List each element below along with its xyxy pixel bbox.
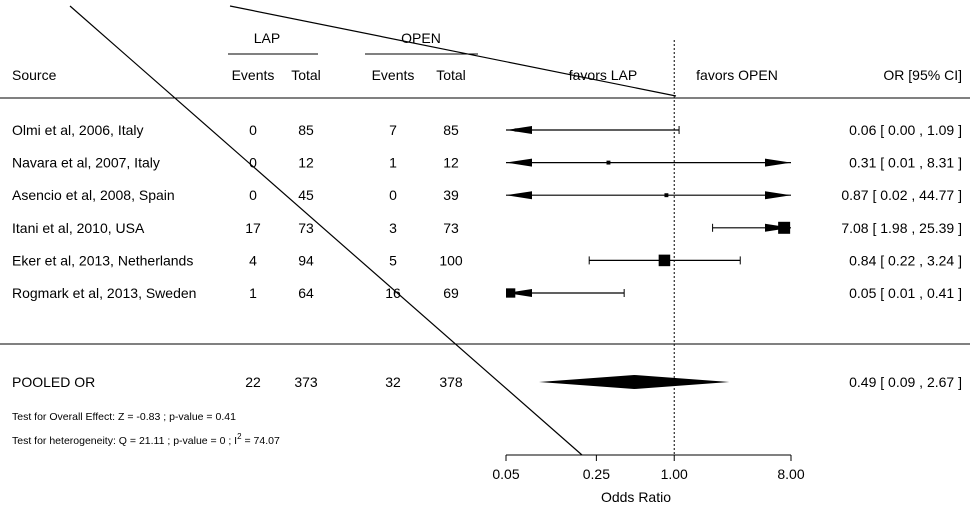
header-lap-events: Events [232,67,275,83]
test-heterogeneity: Test for heterogeneity: Q = 21.11 ; p-va… [12,432,280,447]
header-source: Source [12,67,57,83]
pooled-diamond [539,375,730,389]
point-estimate-1 [606,160,611,165]
header-lap-total: Total [291,67,321,83]
cell-lap-total-4: 94 [298,252,314,268]
ci-arrow-left-0 [506,126,532,134]
header-or-ci: OR [95% CI] [883,67,962,83]
study-source-1: Navara et al, 2007, Italy [12,155,160,171]
cell-open-events-3: 3 [389,220,397,236]
x-tick-label-0: 0.05 [492,466,519,482]
or-ci-5: 0.05 [ 0.01 , 0.41 ] [849,285,962,301]
cell-open-total-2: 39 [443,187,459,203]
cell-open-events-1: 1 [389,155,397,171]
test-overall-effect: Test for Overall Effect: Z = -0.83 ; p-v… [12,411,236,423]
point-estimate-4 [658,254,671,267]
study-source-pooled: POOLED OR [12,374,95,390]
cell-lap-total-2: 45 [298,187,314,203]
x-axis-label: Odds Ratio [601,489,671,505]
point-estimate-0 [514,128,518,132]
or-ci-pooled: 0.49 [ 0.09 , 2.67 ] [849,374,962,390]
cell-open-events-4: 5 [389,252,397,268]
cell-open-events-0: 7 [389,122,397,138]
or-ci-3: 7.08 [ 1.98 , 25.39 ] [841,220,962,236]
cell-open-total-1: 12 [443,155,459,171]
cell-lap-events-4: 4 [249,252,257,268]
cell-lap-events-2: 0 [249,187,257,203]
ci-arrow-right-1 [765,158,791,167]
cell-lap-total-pooled: 373 [294,374,318,390]
cell-lap-total-3: 73 [298,220,314,236]
ci-arrow-left-1 [506,158,532,167]
ci-arrow-right-3 [765,223,791,232]
cell-open-events-2: 0 [389,187,397,203]
study-source-5: Rogmark et al, 2013, Sweden [12,285,196,301]
or-ci-1: 0.31 [ 0.01 , 8.31 ] [849,155,962,171]
x-tick-label-2: 1.00 [661,466,688,482]
cell-open-events-5: 16 [385,285,401,301]
x-tick-label-1: 0.25 [583,466,610,482]
cell-open-total-pooled: 378 [439,374,463,390]
cell-lap-total-0: 85 [298,122,314,138]
ci-arrow-left-5 [506,289,532,297]
cell-open-total-3: 73 [443,220,459,236]
cell-open-total-5: 69 [443,285,459,301]
x-tick-label-3: 8.00 [777,466,804,482]
diagonal-line-short [229,5,677,97]
point-estimate-3 [778,221,791,234]
ci-arrow-left-2 [506,191,532,200]
study-source-4: Eker et al, 2013, Netherlands [12,252,193,268]
or-ci-4: 0.84 [ 0.22 , 3.24 ] [849,252,962,268]
cell-lap-total-5: 64 [298,285,314,301]
header-open: OPEN [401,30,441,46]
cell-lap-total-1: 12 [298,155,314,171]
study-source-3: Itani et al, 2010, USA [12,220,145,236]
cell-lap-events-0: 0 [249,122,257,138]
cell-lap-events-1: 0 [249,155,257,171]
point-estimate-2 [664,193,669,198]
cell-lap-events-pooled: 22 [245,374,261,390]
ci-arrow-right-2 [765,191,791,200]
header-open-total: Total [436,67,466,83]
point-estimate-5 [506,288,516,298]
header-lap: LAP [254,30,280,46]
or-ci-2: 0.87 [ 0.02 , 44.77 ] [841,187,962,203]
favors-lap-label: favors LAP [569,67,637,83]
or-ci-0: 0.06 [ 0.00 , 1.09 ] [849,122,962,138]
cell-open-events-pooled: 32 [385,374,401,390]
cell-lap-events-5: 1 [249,285,257,301]
cell-open-total-4: 100 [439,252,463,268]
study-source-2: Asencio et al, 2008, Spain [12,187,175,203]
diagonal-line-long [69,5,583,456]
cell-open-total-0: 85 [443,122,459,138]
header-open-events: Events [372,67,415,83]
favors-open-label: favors OPEN [696,67,778,83]
study-source-0: Olmi et al, 2006, Italy [12,122,144,138]
cell-lap-events-3: 17 [245,220,261,236]
